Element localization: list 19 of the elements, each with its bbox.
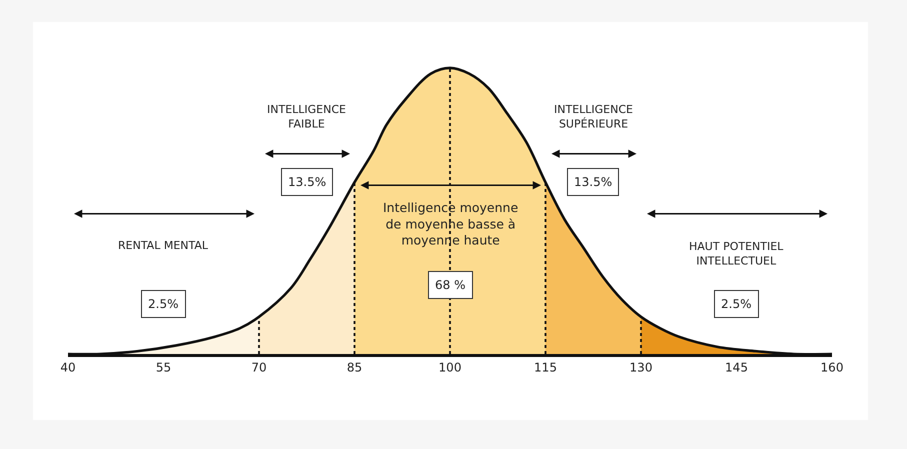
x-tick-label: 130 — [630, 360, 652, 374]
annotation: INTELLIGENCE FAIBLE — [267, 103, 346, 130]
annotation: 13.5% — [288, 175, 326, 189]
annotation: 2.5% — [148, 297, 178, 311]
annotation: 2.5% — [721, 297, 752, 311]
x-tick-label: 100 — [438, 360, 462, 374]
x-tick-label: 55 — [156, 360, 172, 374]
x-tick-label: 115 — [534, 360, 557, 374]
x-tick-label: 40 — [60, 360, 76, 374]
x-tick-label: 85 — [346, 360, 362, 374]
annotation: RENTAL MENTAL — [118, 239, 209, 252]
x-tick-label: 160 — [820, 360, 844, 374]
x-tick-label: 70 — [251, 360, 267, 374]
annotation: 68 % — [435, 278, 466, 292]
annotation: INTELLIGENCE SUPÉRIEURE — [554, 103, 634, 130]
annotation: 13.5% — [574, 175, 612, 189]
annotation: Intelligence moyenne de moyenne basse à moyenne haute — [383, 200, 518, 248]
annotation: HAUT POTENTIEL INTELLECTUEL — [689, 240, 784, 268]
x-tick-label: 145 — [725, 360, 748, 374]
